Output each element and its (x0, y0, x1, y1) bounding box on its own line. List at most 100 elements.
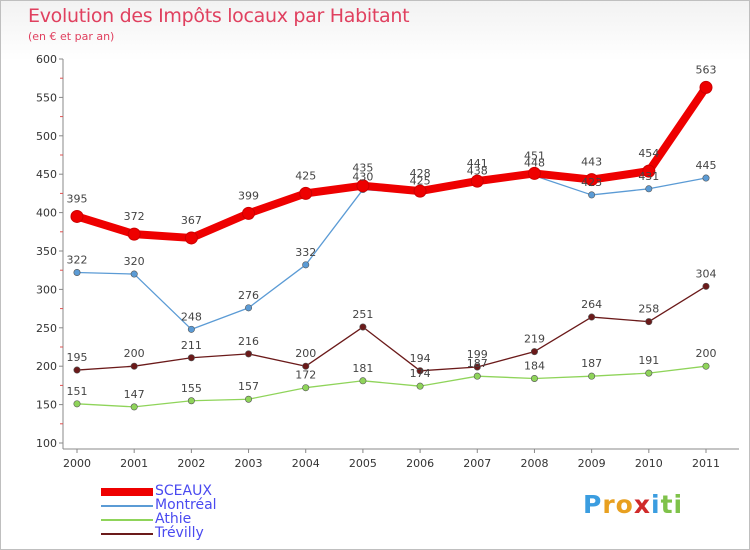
data-point (645, 318, 653, 326)
data-point (645, 369, 653, 377)
logo-letter: r (602, 490, 616, 519)
data-label: 147 (124, 388, 145, 401)
data-label: 395 (67, 192, 88, 205)
data-label: 172 (295, 369, 316, 382)
data-point (73, 400, 81, 408)
chart-subtitle: (en € et par an) (28, 30, 115, 43)
data-label: 211 (181, 339, 202, 352)
data-point (70, 209, 84, 223)
data-label: 563 (696, 63, 717, 76)
y-tick-label: 550 (36, 91, 57, 104)
data-label: 425 (295, 169, 316, 182)
data-point (356, 179, 370, 193)
x-tick-label: 2006 (406, 457, 434, 470)
data-label: 451 (524, 149, 545, 162)
x-tick-label: 2000 (63, 457, 91, 470)
x-tick-label: 2009 (578, 457, 606, 470)
data-label: 200 (696, 347, 717, 360)
data-point (416, 382, 424, 390)
data-point (130, 362, 138, 370)
data-label: 155 (181, 382, 202, 395)
data-label: 320 (124, 255, 145, 268)
data-label: 441 (467, 157, 488, 170)
data-label: 187 (581, 357, 602, 370)
series-line (76, 285, 707, 372)
y-tick-label: 500 (36, 130, 57, 143)
data-label: 258 (638, 303, 659, 316)
data-label: 322 (67, 254, 88, 267)
legend-label: SCEAUX (155, 483, 212, 499)
data-label: 423 (581, 176, 602, 189)
legend-label: Montréal (155, 497, 217, 513)
legend-swatch (101, 505, 153, 507)
data-point (702, 174, 710, 182)
data-label: 251 (352, 308, 373, 321)
y-tick-label: 450 (36, 168, 57, 181)
x-tick-label: 2007 (463, 457, 491, 470)
data-label: 184 (524, 359, 545, 372)
data-point (416, 367, 424, 375)
data-point (127, 227, 141, 241)
data-label: 216 (238, 335, 259, 348)
data-label: 200 (124, 347, 145, 360)
legend-swatch (101, 488, 153, 496)
y-tick-label: 150 (36, 399, 57, 412)
data-point (73, 366, 81, 374)
x-tick-label: 2011 (692, 457, 720, 470)
data-point (645, 185, 653, 193)
data-point (642, 164, 656, 178)
data-label: 248 (181, 310, 202, 323)
x-tick-label: 2008 (520, 457, 548, 470)
data-point (302, 261, 310, 269)
data-point (187, 325, 195, 333)
y-tick-label: 350 (36, 245, 57, 258)
data-point (359, 377, 367, 385)
data-label: 431 (638, 170, 659, 183)
data-label: 219 (524, 333, 545, 346)
data-point (245, 395, 253, 403)
data-point (527, 166, 541, 180)
data-label: 443 (581, 156, 602, 169)
data-label: 448 (524, 157, 545, 170)
data-point (473, 363, 481, 371)
data-label: 195 (67, 351, 88, 364)
data-label: 438 (467, 164, 488, 177)
y-tick-label: 300 (36, 283, 57, 296)
logo-letter: x (633, 490, 651, 519)
data-point (585, 173, 599, 187)
series-sceaux (70, 80, 713, 245)
series-trévilly (73, 282, 710, 375)
data-label: 435 (352, 162, 373, 175)
data-label: 264 (581, 298, 602, 311)
legend-label: Trévilly (155, 525, 204, 541)
x-tick-label: 2002 (177, 457, 205, 470)
proxiti-logo: Proxiti (583, 490, 683, 519)
data-point (359, 323, 367, 331)
series-line (76, 365, 707, 408)
y-tick-label: 200 (36, 360, 57, 373)
data-point (530, 374, 538, 382)
data-point (302, 384, 310, 392)
legend-swatch (101, 533, 153, 535)
y-tick-label: 100 (36, 437, 57, 450)
data-point (699, 80, 713, 94)
data-point (184, 231, 198, 245)
data-label: 425 (410, 174, 431, 187)
data-point (299, 186, 313, 200)
data-label: 428 (410, 167, 431, 180)
data-point (242, 206, 256, 220)
data-point (702, 282, 710, 290)
data-label: 399 (238, 189, 259, 202)
data-point (413, 184, 427, 198)
series-athie (73, 362, 710, 411)
logo-letter: t (660, 490, 674, 519)
logo-letter: i (673, 490, 684, 519)
data-label: 454 (638, 147, 659, 160)
data-point (588, 372, 596, 380)
data-point (245, 304, 253, 312)
series-line (76, 175, 707, 330)
data-point (530, 348, 538, 356)
data-point (470, 174, 484, 188)
series-line (73, 83, 710, 242)
y-tick-label: 400 (36, 207, 57, 220)
